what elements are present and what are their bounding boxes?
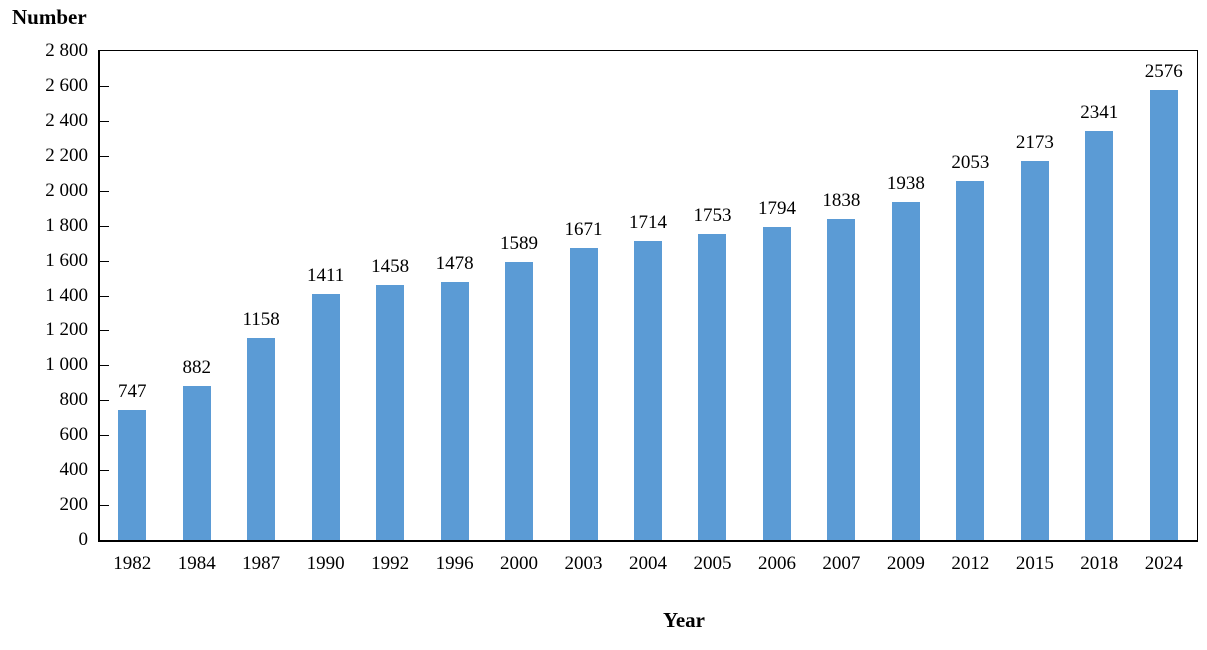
bar-value-label: 1589 bbox=[500, 233, 539, 255]
y-tick-label: 0 bbox=[78, 529, 89, 550]
y-tick-mark bbox=[100, 365, 109, 367]
x-tick-label: 1996 bbox=[435, 553, 474, 574]
y-tick-mark bbox=[100, 120, 109, 122]
y-tick-mark bbox=[100, 435, 109, 437]
y-tick-mark bbox=[100, 155, 109, 157]
x-tick-label: 2005 bbox=[693, 553, 732, 574]
x-tick-label: 1990 bbox=[306, 553, 345, 574]
bar-value-label: 1794 bbox=[757, 197, 796, 219]
bar-value-label: 1478 bbox=[435, 252, 474, 274]
x-axis-title: Year bbox=[663, 608, 705, 632]
bar-value-label: 1753 bbox=[693, 204, 732, 226]
y-tick-label: 400 bbox=[59, 459, 89, 481]
y-tick-mark bbox=[100, 85, 109, 87]
y-tick-label: 2 200 bbox=[45, 144, 88, 166]
bar bbox=[247, 337, 276, 540]
y-tick-mark bbox=[100, 225, 109, 227]
x-tick-label: 2018 bbox=[1080, 553, 1119, 574]
x-tick-label: 1982 bbox=[113, 553, 152, 574]
y-tick-mark bbox=[100, 470, 109, 472]
bar bbox=[182, 385, 211, 540]
bar-value-label: 2053 bbox=[951, 152, 990, 174]
y-tick-mark bbox=[100, 295, 109, 297]
y-tick-label: 1 400 bbox=[45, 284, 88, 306]
bar bbox=[891, 201, 920, 540]
x-tick-label: 2006 bbox=[757, 553, 796, 574]
bar bbox=[956, 181, 985, 540]
bar-value-label: 747 bbox=[117, 380, 147, 402]
bar bbox=[698, 233, 727, 540]
y-tick-label: 1 000 bbox=[45, 354, 88, 376]
bar bbox=[569, 248, 598, 540]
bar-value-label: 1838 bbox=[822, 190, 861, 211]
bar-value-label: 1458 bbox=[371, 256, 410, 278]
bar bbox=[376, 285, 405, 540]
x-tick-label: 2004 bbox=[629, 553, 667, 574]
bar-value-label: 1671 bbox=[564, 219, 603, 241]
x-tick-label: 2000 bbox=[500, 553, 539, 574]
y-tick-label: 600 bbox=[59, 424, 89, 446]
y-tick-mark bbox=[100, 330, 109, 332]
bar-value-label: 1158 bbox=[242, 308, 280, 330]
y-tick-label: 2 000 bbox=[45, 179, 88, 201]
y-tick-mark bbox=[100, 505, 109, 507]
x-tick-label: 2009 bbox=[886, 553, 925, 574]
bar-value-label: 1714 bbox=[629, 211, 667, 233]
y-tick-label: 1 600 bbox=[45, 249, 88, 271]
y-tick-mark bbox=[100, 400, 109, 402]
y-tick-label: 200 bbox=[59, 494, 89, 516]
bar-value-label: 2173 bbox=[1015, 131, 1054, 153]
x-tick-label: 2012 bbox=[951, 553, 990, 574]
bar bbox=[505, 262, 534, 540]
x-tick-label: 2024 bbox=[1144, 553, 1183, 574]
y-tick-label: 800 bbox=[59, 389, 89, 411]
bar bbox=[1085, 131, 1114, 540]
y-tick-label: 2 800 bbox=[45, 40, 88, 61]
x-tick-label: 1984 bbox=[177, 553, 216, 574]
y-tick-mark bbox=[100, 260, 109, 262]
y-tick-label: 2 400 bbox=[45, 109, 88, 131]
bar bbox=[440, 281, 469, 540]
x-tick-label: 1992 bbox=[371, 553, 410, 574]
y-tick-mark bbox=[100, 190, 109, 192]
x-tick-label: 2015 bbox=[1015, 553, 1054, 574]
bar-value-label: 2341 bbox=[1080, 102, 1119, 124]
bar bbox=[1149, 90, 1178, 540]
bar bbox=[118, 409, 147, 540]
bar-value-label: 882 bbox=[182, 356, 211, 378]
bar-value-label: 1411 bbox=[306, 264, 345, 286]
y-tick-label: 1 200 bbox=[45, 319, 88, 341]
x-tick-label: 2003 bbox=[564, 553, 603, 574]
bar-value-label: 2576 bbox=[1144, 61, 1183, 83]
bar-value-label: 1938 bbox=[886, 172, 925, 194]
y-tick-label: 2 600 bbox=[45, 74, 88, 96]
bar bbox=[1020, 160, 1049, 540]
x-tick-label: 2007 bbox=[822, 553, 861, 574]
bar bbox=[634, 240, 662, 540]
bar bbox=[762, 226, 791, 540]
y-tick-label: 1 800 bbox=[45, 214, 88, 236]
y-axis-title: Number bbox=[12, 5, 87, 29]
x-tick-label: 1987 bbox=[242, 553, 281, 574]
bar bbox=[311, 293, 340, 540]
bar bbox=[827, 219, 856, 540]
